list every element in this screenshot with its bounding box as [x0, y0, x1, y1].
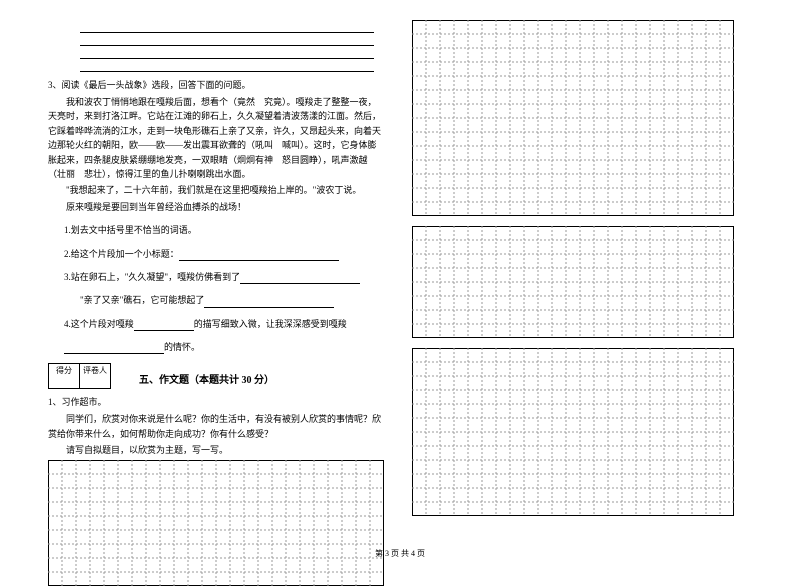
subq-4b-text: 的描写细致入微，让我深深感受到嘎羧 [194, 319, 347, 329]
section-5-title: 五、作文题（本题共计 30 分） [139, 371, 274, 389]
blank-line [64, 343, 164, 354]
left-column: 3、阅读《最后一头战象》选段，回答下面的问题。 我和波农丁悄悄地跟在嘎羧后面，想… [0, 0, 400, 565]
q3-title: 阅读《最后一头战象》选段，回答下面的问题。 [62, 80, 251, 90]
writing-grid-right-3 [412, 348, 752, 516]
passage-para-2: "我想起来了，二十六年前，我们就是在这里把嘎羧抬上岸的。"波农丁说。 [48, 183, 382, 197]
answer-line [80, 59, 374, 72]
page-footer: 第 3 页 共 4 页 [0, 548, 800, 559]
subq-4c: 的情怀。 [48, 340, 382, 354]
subq-4a-text: 4.这个片段对嘎羧 [64, 319, 134, 329]
composition-number: 1、习作超市。 [48, 395, 382, 408]
blank-line [134, 320, 194, 331]
composition-body-2: 请写自拟题目，以欣赏为主题，写一写。 [48, 443, 382, 457]
subq-1: 1.划去文中括号里不恰当的词语。 [48, 223, 382, 237]
blank-line [179, 250, 339, 261]
composition-body-1: 同学们，欣赏对你来说是什么呢？你的生活中，有没有被别人欣赏的事情呢？欣赏给你带来… [48, 412, 382, 441]
passage-para-3: 原来嘎羧是要回到当年曾经浴血搏杀的战场！ [48, 200, 382, 214]
subq-4c-text: 的情怀。 [164, 342, 200, 352]
score-label: 得分 [49, 365, 79, 376]
page: 3、阅读《最后一头战象》选段，回答下面的问题。 我和波农丁悄悄地跟在嘎羧后面，想… [0, 0, 800, 565]
subq-3a: 3.站在卵石上，"久久凝望"，嘎羧仿佛看到了 [48, 270, 382, 284]
passage-para-1: 我和波农丁悄悄地跟在嘎羧后面，想看个（竟然 究竟）。嘎羧走了整整一夜，天亮时，来… [48, 95, 382, 181]
subq-2-text: 2.给这个片段加一个小标题： [64, 249, 179, 259]
subq-3b: "亲了又亲"礁石，它可能想起了 [48, 293, 382, 307]
subq-4: 4.这个片段对嘎羧 的描写细致入微，让我深深感受到嘎羧 [48, 317, 382, 331]
question-3-header: 3、阅读《最后一头战象》选段，回答下面的问题。 [48, 78, 382, 91]
right-column [400, 0, 800, 565]
blank-line [204, 297, 334, 308]
writing-grid-right-2 [412, 226, 752, 338]
section-5-header: 得分 评卷人 五、作文题（本题共计 30 分） [48, 363, 382, 389]
answer-line [80, 46, 374, 59]
subq-3b-text: "亲了又亲"礁石，它可能想起了 [80, 295, 204, 305]
blank-line [240, 273, 360, 284]
answer-line [80, 33, 374, 46]
grader-label: 评卷人 [80, 365, 110, 376]
score-cell-score: 得分 [49, 364, 80, 388]
q3-number: 3、 [48, 80, 62, 90]
answer-line [80, 20, 374, 33]
score-box: 得分 评卷人 [48, 363, 111, 389]
score-cell-grader: 评卷人 [80, 364, 110, 388]
subq-2: 2.给这个片段加一个小标题： [48, 247, 382, 261]
writing-grid-right-1 [412, 20, 752, 216]
writing-grid-left [48, 460, 382, 586]
subq-3a-text: 3.站在卵石上，"久久凝望"，嘎羧仿佛看到了 [64, 272, 240, 282]
